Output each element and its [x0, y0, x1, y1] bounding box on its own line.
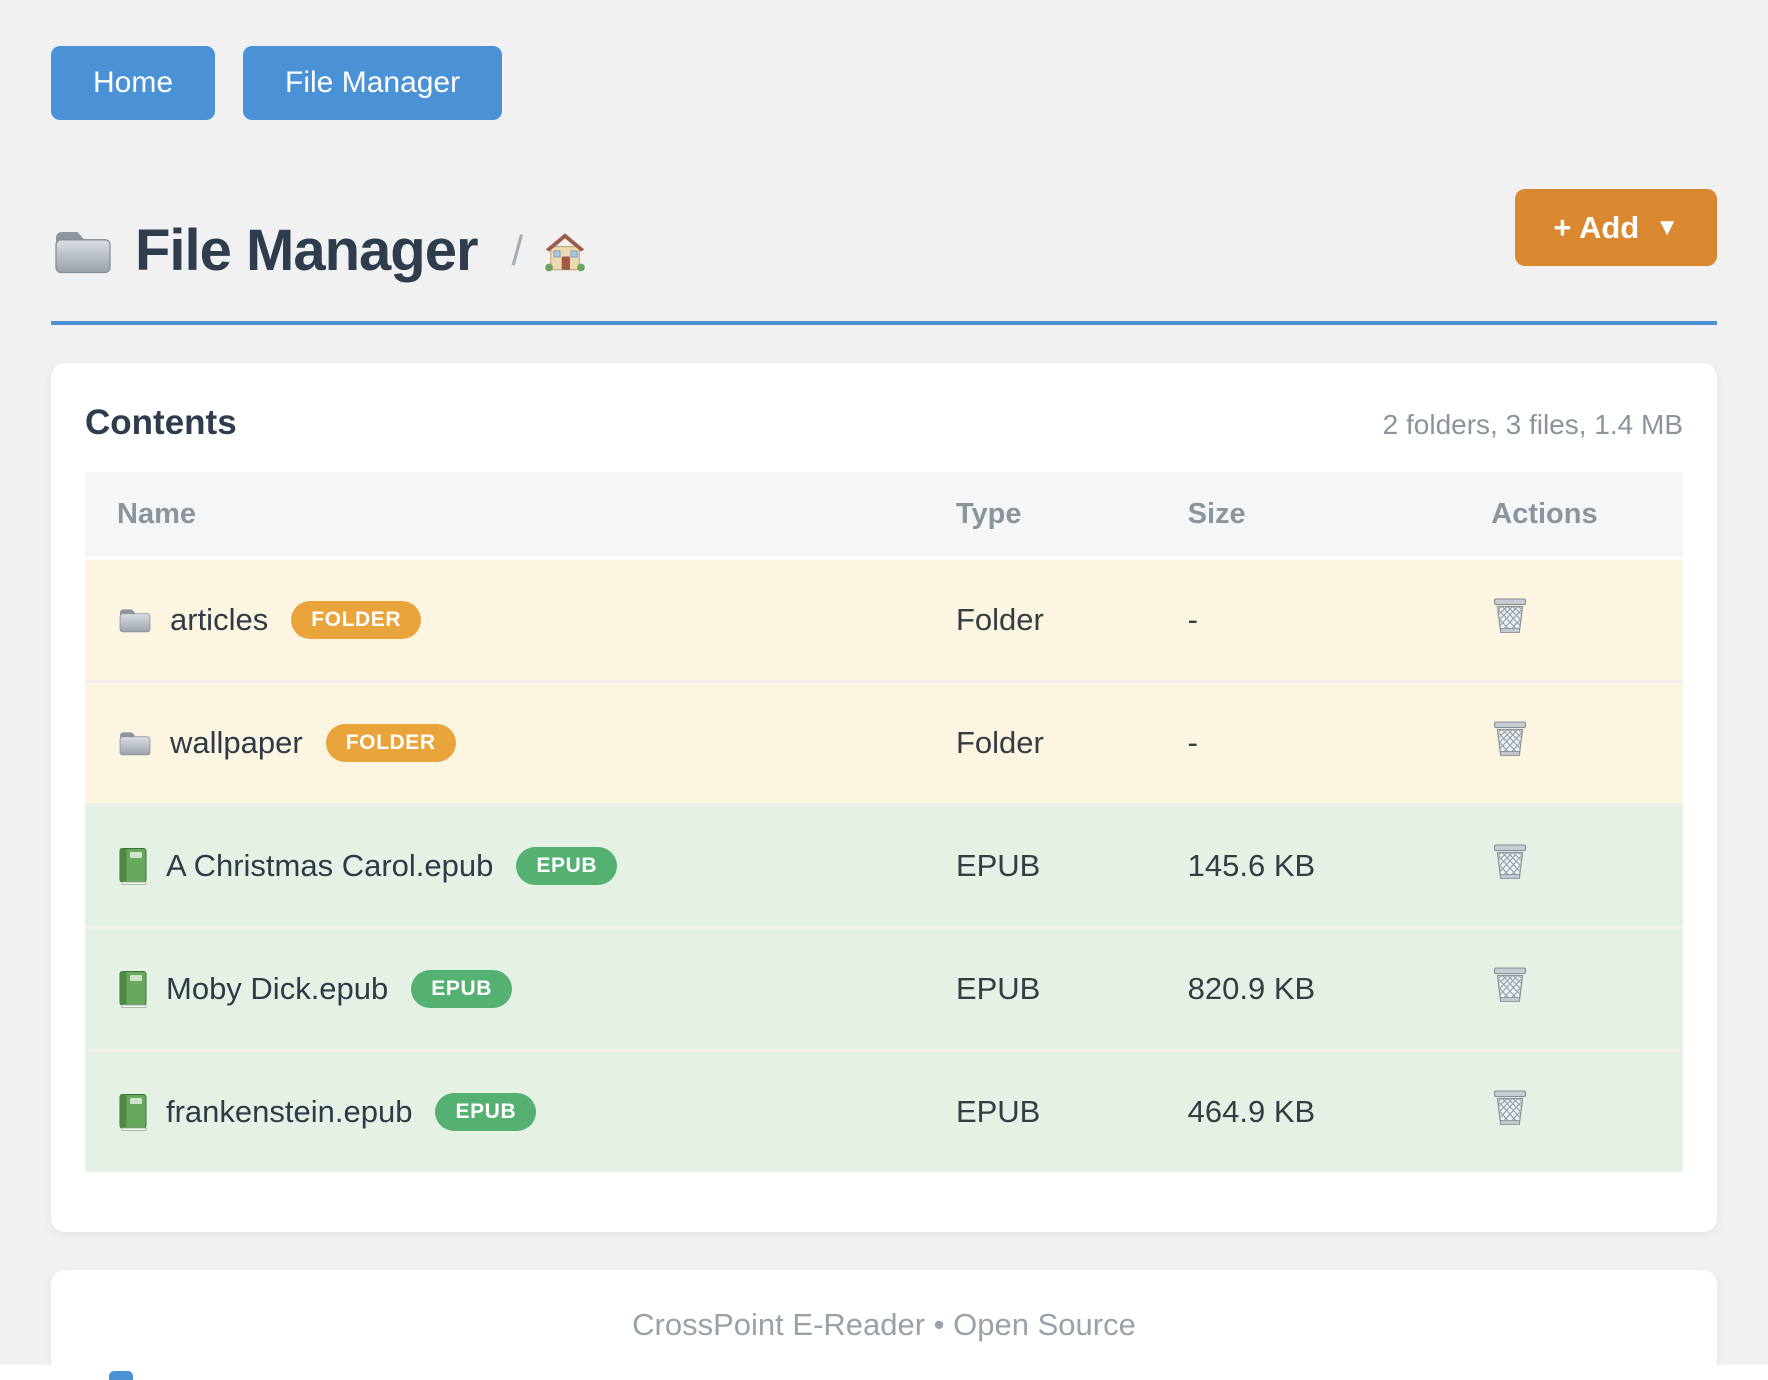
- file-name-link[interactable]: Moby Dick.epub: [166, 971, 389, 1006]
- chevron-down-icon: ▼: [1655, 213, 1679, 241]
- title-group: File Manager /: [51, 217, 587, 284]
- actions-cell: [1459, 557, 1683, 682]
- column-header-size: Size: [1155, 472, 1460, 559]
- file-table-header-row: Name Type Size Actions: [85, 472, 1683, 559]
- delete-button[interactable]: [1491, 1088, 1529, 1128]
- folder-icon: [117, 605, 153, 635]
- table-row: Moby Dick.epub EPUB EPUB 820.9 KB: [85, 926, 1683, 1051]
- size-cell: 145.6 KB: [1155, 803, 1460, 928]
- title-divider: [51, 321, 1717, 325]
- trash-icon: [1491, 965, 1529, 1005]
- contents-heading: Contents: [85, 403, 237, 442]
- name-cell: A Christmas Carol.epub EPUB: [85, 803, 924, 928]
- next-section-button-peek: [109, 1371, 133, 1380]
- actions-cell: [1459, 680, 1683, 805]
- contents-summary: 2 folders, 3 files, 1.4 MB: [1382, 409, 1683, 440]
- green-book-icon: [117, 1093, 149, 1131]
- name-cell: articles FOLDER: [85, 557, 924, 682]
- type-badge: EPUB: [411, 970, 513, 1008]
- green-book-icon: [117, 847, 149, 885]
- type-badge: FOLDER: [325, 724, 456, 762]
- file-name-link[interactable]: articles: [170, 602, 269, 637]
- contents-card-header: Contents 2 folders, 3 files, 1.4 MB: [85, 403, 1683, 443]
- nav-home-button[interactable]: Home: [51, 46, 216, 120]
- footer-card: CrossPoint E-Reader • Open Source: [51, 1270, 1717, 1380]
- file-name-link[interactable]: A Christmas Carol.epub: [166, 848, 494, 883]
- type-cell: EPUB: [923, 803, 1156, 928]
- size-cell: 464.9 KB: [1155, 1049, 1460, 1172]
- file-name-link[interactable]: wallpaper: [170, 725, 303, 760]
- table-row: articles FOLDER Folder -: [85, 557, 1683, 682]
- contents-card: Contents 2 folders, 3 files, 1.4 MB Name…: [51, 363, 1717, 1232]
- delete-button[interactable]: [1491, 842, 1529, 882]
- add-button[interactable]: + Add ▼: [1515, 189, 1717, 266]
- trash-icon: [1491, 842, 1529, 882]
- name-cell: Moby Dick.epub EPUB: [85, 926, 924, 1051]
- type-cell: EPUB: [923, 1049, 1156, 1172]
- size-cell: -: [1155, 680, 1460, 805]
- name-cell: frankenstein.epub EPUB: [85, 1049, 924, 1172]
- delete-button[interactable]: [1491, 965, 1529, 1005]
- add-button-label: + Add: [1553, 209, 1640, 245]
- file-name-link[interactable]: frankenstein.epub: [166, 1094, 413, 1129]
- file-table-body: articles FOLDER Folder -: [85, 557, 1683, 1172]
- table-row: A Christmas Carol.epub EPUB EPUB 145.6 K…: [85, 803, 1683, 928]
- trash-icon: [1491, 596, 1529, 636]
- file-table: Name Type Size Actions: [85, 472, 1683, 1172]
- actions-cell: [1459, 1049, 1683, 1172]
- actions-cell: [1459, 803, 1683, 928]
- actions-cell: [1459, 926, 1683, 1051]
- house-icon[interactable]: [543, 230, 587, 272]
- type-cell: EPUB: [923, 926, 1156, 1051]
- next-section-peek-strip: [0, 1365, 1768, 1380]
- nav-file-manager-button[interactable]: File Manager: [243, 46, 503, 120]
- table-row: wallpaper FOLDER Folder -: [85, 680, 1683, 805]
- breadcrumb-separator: /: [511, 226, 524, 274]
- name-cell: wallpaper FOLDER: [85, 680, 924, 805]
- green-book-icon: [117, 970, 149, 1008]
- column-header-actions: Actions: [1459, 472, 1683, 559]
- footer-text: CrossPoint E-Reader • Open Source: [632, 1307, 1136, 1342]
- column-header-type: Type: [923, 472, 1156, 559]
- folder-icon: [51, 224, 115, 278]
- type-badge: EPUB: [435, 1093, 537, 1131]
- type-badge: EPUB: [516, 847, 618, 885]
- top-nav: Home File Manager: [51, 46, 1717, 120]
- size-cell: -: [1155, 557, 1460, 682]
- size-cell: 820.9 KB: [1155, 926, 1460, 1051]
- table-row: frankenstein.epub EPUB EPUB 464.9 KB: [85, 1049, 1683, 1172]
- type-badge: FOLDER: [291, 601, 422, 639]
- trash-icon: [1491, 1088, 1529, 1128]
- delete-button[interactable]: [1491, 596, 1529, 636]
- folder-icon: [117, 728, 153, 758]
- trash-icon: [1491, 719, 1529, 759]
- type-cell: Folder: [923, 557, 1156, 682]
- column-header-name: Name: [85, 472, 924, 559]
- page-title: File Manager: [135, 218, 479, 283]
- page-header: File Manager / + Add ▼: [51, 189, 1717, 284]
- delete-button[interactable]: [1491, 719, 1529, 759]
- type-cell: Folder: [923, 680, 1156, 805]
